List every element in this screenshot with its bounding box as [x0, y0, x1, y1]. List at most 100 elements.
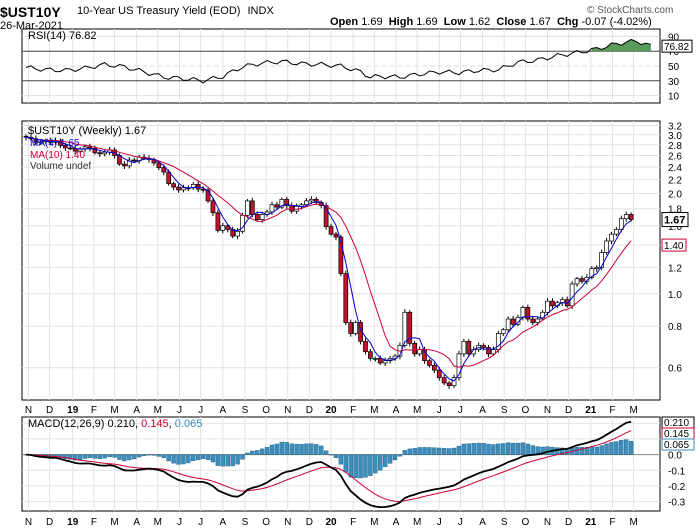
candle-body: [594, 267, 600, 269]
macd-histogram-bar: [363, 454, 368, 478]
candle-body: [131, 159, 137, 162]
macd-histogram-bar: [161, 454, 166, 459]
macd-histogram-bar: [294, 443, 299, 455]
volume-legend: Volume undef: [30, 161, 91, 172]
candle-body: [200, 188, 206, 191]
x-axis-label: J: [177, 517, 182, 528]
macd-tick-label: -0.3: [668, 498, 686, 509]
x-axis-label: N: [284, 517, 291, 528]
macd-legend: MACD(12,26,9) 0.210, 0.145, 0.065: [28, 418, 202, 430]
x-axis-label: F: [350, 405, 356, 416]
candle-body: [122, 163, 127, 167]
candle-body: [181, 187, 186, 191]
candle-body: [353, 322, 358, 334]
rsi-last-label: 76.82: [664, 42, 689, 53]
candle-body: [220, 225, 226, 231]
x-axis-label: D: [565, 405, 572, 416]
macd-histogram-bar: [210, 454, 216, 463]
candle-body: [432, 364, 437, 371]
symbol-description: 10-Year US Treasury Yield (EOD) INDX: [77, 5, 274, 17]
x-axis-label: 19: [67, 405, 79, 416]
x-axis-label: F: [609, 517, 615, 528]
candle-body: [348, 322, 354, 334]
macd-histogram-bar: [225, 454, 230, 467]
macd-histogram-bar: [624, 439, 629, 455]
candle-body: [377, 358, 383, 364]
macd-histogram-bar: [141, 454, 147, 457]
macd-histogram-bar: [407, 448, 412, 455]
rsi-tick-label: 10: [668, 92, 680, 103]
candle-body: [249, 200, 255, 215]
x-axis-label: M: [370, 517, 378, 528]
macd-signal-line: [25, 430, 632, 503]
price-tick-label: 2.2: [668, 176, 682, 187]
candle-body: [304, 200, 309, 206]
ma4-line: [25, 136, 632, 382]
macd-histogram-bar: [259, 448, 265, 455]
x-axis-label: J: [177, 405, 182, 416]
macd-histogram-bar: [136, 454, 142, 458]
candle-body: [368, 351, 373, 359]
macd-histogram-bar: [255, 450, 260, 455]
macd-histogram-bar: [520, 442, 526, 455]
candle-body: [230, 229, 235, 237]
candle-body: [599, 252, 604, 268]
macd-histogram-bar: [373, 454, 378, 474]
x-axis-label: N: [544, 517, 551, 528]
macd-histogram-bar: [87, 454, 93, 459]
macd-histogram-bar: [166, 454, 171, 462]
macd-histogram-bar: [505, 442, 511, 455]
macd-histogram-bar: [614, 441, 619, 455]
candle-body: [343, 273, 349, 323]
candle-body: [486, 347, 491, 355]
macd-histogram-bar: [486, 443, 491, 455]
price-tick-label: 1.2: [668, 263, 682, 274]
macd-histogram-bar: [107, 454, 112, 458]
candle-body: [446, 382, 452, 387]
candle-body: [623, 214, 629, 220]
rsi-line: [25, 38, 651, 84]
candle-body: [195, 184, 201, 190]
x-axis-label: N: [544, 405, 551, 416]
macd-histogram-bar: [353, 454, 358, 478]
candle-body: [614, 229, 619, 235]
macd-tick-label: 0.0: [668, 451, 682, 462]
macd-histogram-bar: [230, 454, 235, 467]
x-axis-label: M: [110, 517, 118, 528]
x-axis-label: F: [91, 405, 97, 416]
macd-histogram-bar: [191, 454, 196, 462]
candle-body: [500, 329, 506, 334]
x-axis-label: D: [46, 517, 53, 528]
change-label: Chg: [556, 16, 579, 28]
candle-body: [161, 167, 167, 173]
x-axis-label: O: [262, 517, 270, 528]
price-legend: $UST10Y (Weekly) 1.67: [28, 125, 146, 137]
x-axis-label: F: [91, 517, 97, 528]
x-axis-label: J: [458, 405, 463, 416]
macd-histogram-bar: [328, 454, 334, 456]
macd-histogram-bar: [501, 443, 506, 455]
macd-histogram-bar: [132, 454, 137, 460]
x-axis-label: A: [133, 517, 140, 528]
macd-histogram-bar: [343, 454, 348, 473]
macd-histogram-bar: [560, 447, 565, 455]
candle-body: [309, 199, 314, 202]
candle-body: [245, 200, 250, 216]
macd-histogram-bar: [422, 447, 427, 455]
macd-histogram-bar: [97, 454, 103, 459]
candle-body: [63, 144, 68, 149]
macd-histogram-bar: [122, 454, 127, 462]
x-axis-label: J: [198, 517, 203, 528]
price-tick-label: 1.8: [668, 205, 682, 216]
macd-histogram-bar: [466, 443, 471, 455]
x-axis-label: D: [565, 517, 572, 528]
last-price-label: 1.67: [664, 215, 685, 227]
candle-body: [628, 214, 634, 220]
candle-body: [372, 358, 378, 360]
candle-body: [215, 212, 221, 231]
price-tick-label: 0.6: [668, 364, 682, 375]
macd-legend-prefix: MACD(12,26,9): [28, 418, 104, 430]
macd-histogram-bar: [432, 447, 437, 455]
macd-histogram-bar: [604, 443, 609, 455]
candle-body: [235, 230, 240, 237]
